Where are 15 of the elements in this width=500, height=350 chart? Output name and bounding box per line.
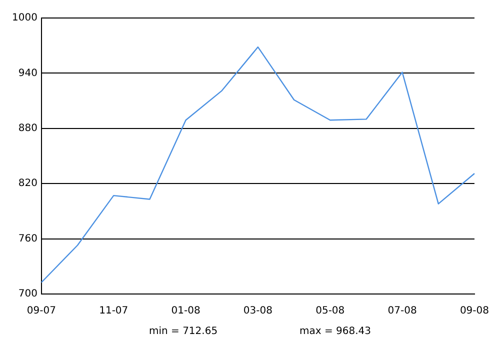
x-tick-label: 09-08 (460, 306, 489, 317)
y-tick-label: 820 (18, 178, 38, 190)
text: max = 968.43 (300, 326, 372, 337)
x-tick-label: 03-08 (243, 306, 272, 317)
x-tick-label: 05-08 (316, 306, 345, 317)
x-tick-label: 11-07 (99, 306, 128, 317)
x-tick-label: 07-08 (388, 306, 417, 317)
x-tick-label: 01-08 (171, 306, 200, 317)
y-tick-label: 1000 (12, 12, 38, 24)
y-tick-label: 880 (18, 122, 38, 134)
y-tick-label: 760 (18, 233, 38, 244)
y-tick-label: 940 (18, 68, 38, 79)
text: min = 712.65 (148, 326, 218, 337)
y-tick-label: 700 (18, 288, 38, 300)
x-tick-label: 09-07 (26, 306, 56, 317)
